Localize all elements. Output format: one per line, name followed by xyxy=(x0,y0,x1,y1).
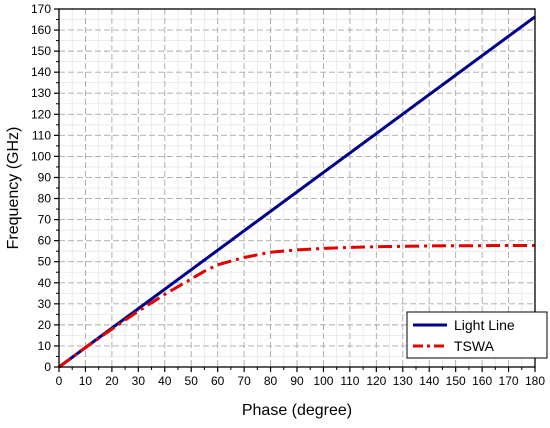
x-tick-label: 0 xyxy=(56,374,63,388)
x-tick-label: 160 xyxy=(472,374,492,388)
legend-label-tswa: TSWA xyxy=(454,338,495,354)
x-tick-label: 20 xyxy=(105,374,119,388)
x-tick-label: 50 xyxy=(185,374,199,388)
x-tick-label: 110 xyxy=(340,374,359,388)
y-tick-label: 40 xyxy=(38,276,52,290)
x-tick-label: 60 xyxy=(211,374,225,388)
x-tick-label: 150 xyxy=(446,374,466,388)
y-tick-label: 30 xyxy=(38,297,52,311)
x-tick-label: 120 xyxy=(366,374,386,388)
y-tick-label: 130 xyxy=(31,86,51,100)
x-tick-label: 140 xyxy=(419,374,439,388)
legend: Light Line TSWA xyxy=(406,311,548,359)
x-tick-label: 40 xyxy=(158,374,172,388)
x-tick-label: 10 xyxy=(79,374,93,388)
x-tick-label: 170 xyxy=(499,374,519,388)
x-axis-title: Phase (degree) xyxy=(242,402,352,419)
y-axis-title: Frequency (GHz) xyxy=(5,127,22,250)
y-tick-label: 150 xyxy=(31,44,51,58)
y-tick-label: 140 xyxy=(31,65,51,79)
x-tick-label: 80 xyxy=(264,374,278,388)
y-tick-label: 90 xyxy=(38,170,52,184)
x-tick-label: 100 xyxy=(313,374,333,388)
y-tick-label: 170 xyxy=(31,2,51,16)
series-layer xyxy=(58,15,536,369)
y-tick-label: 80 xyxy=(38,192,52,206)
x-tick-label: 180 xyxy=(525,374,545,388)
tick-label-layer: 0 10 20 30 40 50 60 70 80 90 100 110 120 130 140 150 160… xyxy=(31,2,545,388)
y-tick-label: 20 xyxy=(38,318,52,332)
tick-layer xyxy=(54,8,536,372)
legend-label-light-line: Light Line xyxy=(454,317,515,333)
y-tick-label: 10 xyxy=(38,339,52,353)
x-tick-label: 130 xyxy=(393,374,413,388)
y-tick-label: 110 xyxy=(32,128,51,142)
x-tick-label: 90 xyxy=(290,374,304,388)
series-line-tswa xyxy=(58,243,535,369)
y-tick-label: 120 xyxy=(31,107,51,121)
y-tick-label: 50 xyxy=(38,255,52,269)
y-tick-label: 60 xyxy=(38,234,52,248)
x-tick-label: 30 xyxy=(132,374,146,388)
y-tick-label: 160 xyxy=(31,23,51,37)
y-tick-label: 0 xyxy=(44,360,51,374)
y-tick-label: 100 xyxy=(31,149,51,163)
y-tick-label: 70 xyxy=(38,213,52,227)
x-tick-label: 70 xyxy=(237,374,251,388)
legend-box xyxy=(406,311,548,359)
series-line-light-line xyxy=(58,15,536,369)
